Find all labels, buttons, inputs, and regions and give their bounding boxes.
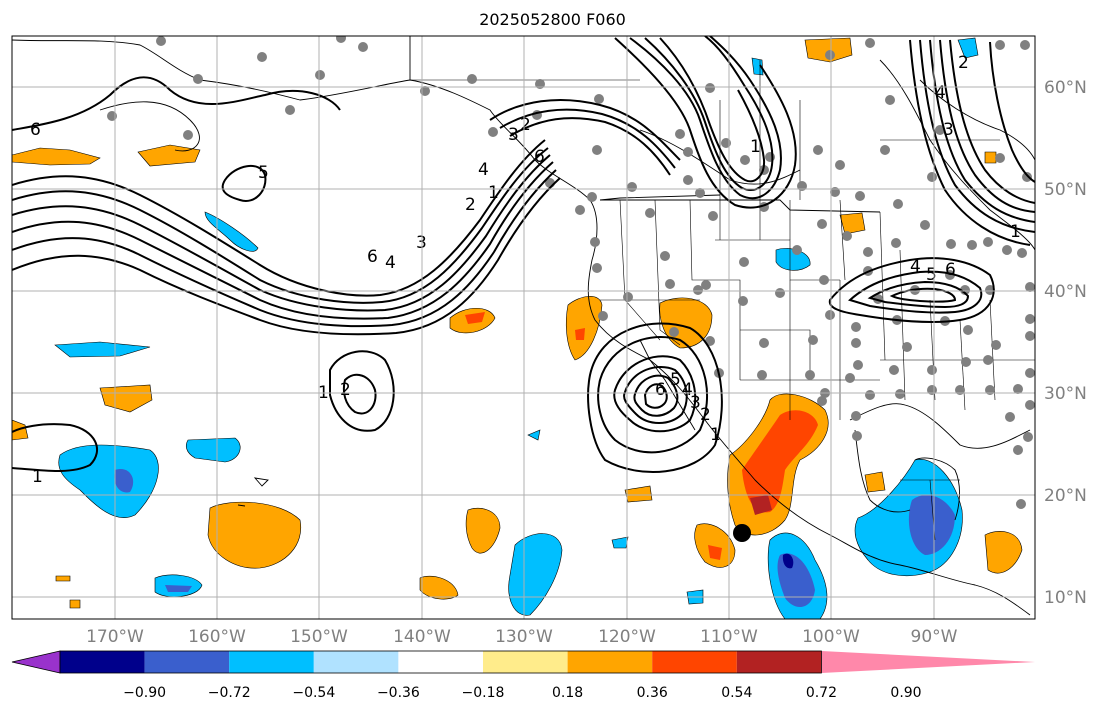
colorbar-segment bbox=[736, 651, 822, 673]
contour-label: 6 bbox=[655, 380, 666, 400]
contour-label: 3 bbox=[943, 120, 954, 140]
gridlines bbox=[12, 36, 1035, 619]
colorbar-segment bbox=[652, 651, 737, 673]
contour-label: 4 bbox=[910, 257, 921, 277]
longitude-label: 150°W bbox=[290, 627, 348, 647]
contour-label: 6 bbox=[534, 147, 545, 167]
contour-label: 5 bbox=[926, 265, 937, 285]
contour-label: 2 bbox=[520, 115, 531, 135]
latitude-labels: 60°N 50°N 40°N 30°N 20°N 10°N bbox=[1044, 78, 1087, 608]
colorbar-segment bbox=[483, 651, 568, 673]
contour-label: 1 bbox=[750, 137, 761, 157]
colorbar-tick-label: −0.72 bbox=[208, 685, 251, 701]
contour-label: 4 bbox=[682, 380, 693, 400]
contour-label: 5 bbox=[258, 163, 269, 183]
contour-label: 2 bbox=[958, 53, 969, 73]
colorbar-tick-label: 0.36 bbox=[637, 685, 668, 701]
longitude-label: 130°W bbox=[495, 627, 553, 647]
colorbar-extend-left bbox=[11, 650, 61, 674]
contour-label: 6 bbox=[945, 260, 956, 280]
colorbar-tick-label: −0.18 bbox=[462, 685, 505, 701]
contour-label: 1 bbox=[488, 183, 499, 203]
contour-label: 3 bbox=[690, 393, 701, 413]
colorbar-tick-labels: −0.90 −0.72 −0.54 −0.36 −0.18 0.18 0.36 … bbox=[123, 685, 921, 701]
contour-label: 4 bbox=[935, 83, 946, 103]
colorbar-segment bbox=[229, 651, 314, 673]
colorbar-segment bbox=[144, 651, 230, 673]
state-borders bbox=[410, 60, 1035, 541]
latitude-label: 20°N bbox=[1044, 486, 1087, 506]
colorbar-tick-label: 0.72 bbox=[806, 685, 837, 701]
contour-label: 4 bbox=[478, 160, 489, 180]
colorbar-segment bbox=[567, 651, 653, 673]
longitude-label: 110°W bbox=[700, 627, 758, 647]
contour-label: 2 bbox=[700, 405, 711, 425]
contour-label: 1 bbox=[32, 467, 43, 487]
colorbar-tick-label: 0.90 bbox=[890, 685, 921, 701]
map-title: 2025052800 F060 bbox=[479, 10, 626, 29]
contour-label: 5 bbox=[670, 370, 681, 390]
colorbar-segment bbox=[313, 651, 399, 673]
longitude-label: 100°W bbox=[802, 627, 860, 647]
colorbar-segment bbox=[398, 651, 483, 673]
longitude-label: 170°W bbox=[86, 627, 144, 647]
contour-label: 3 bbox=[508, 125, 519, 145]
colorbar-tick-label: −0.90 bbox=[123, 685, 166, 701]
longitude-label: 160°W bbox=[188, 627, 246, 647]
contour-label: 4 bbox=[385, 253, 396, 273]
colorbar-tick-label: −0.54 bbox=[292, 685, 335, 701]
colorbar-tick-label: 0.18 bbox=[552, 685, 583, 701]
negative-shading bbox=[54, 37, 979, 619]
latitude-label: 10°N bbox=[1044, 588, 1087, 608]
longitude-label: 120°W bbox=[598, 627, 656, 647]
contour-label: 6 bbox=[367, 247, 378, 267]
latitude-label: 50°N bbox=[1044, 180, 1087, 200]
location-marker bbox=[733, 524, 751, 542]
latitude-label: 30°N bbox=[1044, 384, 1087, 404]
longitude-labels: 170°W 160°W 150°W 140°W 130°W 120°W 110°… bbox=[86, 627, 958, 647]
contour-label-group: 6 5 6 4 3 2 1 6 4 3 2 1 1 2 1 6 5 4 3 2 … bbox=[30, 53, 1021, 487]
map-frame bbox=[11, 35, 1036, 620]
colorbar-extend-right bbox=[821, 651, 1035, 673]
colorbar bbox=[11, 650, 1035, 674]
contour-label: 2 bbox=[340, 380, 351, 400]
colorbar-tick-label: −0.36 bbox=[377, 685, 420, 701]
latitude-label: 40°N bbox=[1044, 282, 1087, 302]
colorbar-segment bbox=[60, 651, 145, 673]
station-dots bbox=[107, 36, 1035, 509]
contour-label: 3 bbox=[416, 233, 427, 253]
contour-label: 6 bbox=[30, 120, 41, 140]
latitude-label: 60°N bbox=[1044, 78, 1087, 98]
longitude-label: 140°W bbox=[393, 627, 451, 647]
contour-label: 1 bbox=[710, 425, 721, 445]
colorbar-tick-label: 0.54 bbox=[721, 685, 752, 701]
longitude-label: 90°W bbox=[911, 627, 958, 647]
contour-label: 2 bbox=[465, 195, 476, 215]
contour-label: 1 bbox=[1010, 222, 1021, 242]
